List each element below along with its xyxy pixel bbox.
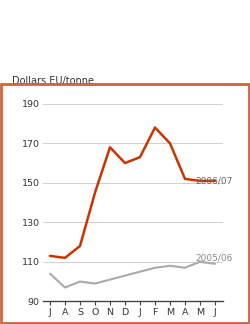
Text: Dollars EU/tonne: Dollars EU/tonne [12, 76, 94, 86]
Text: maïs: maïs [15, 43, 49, 56]
Text: 2006/07: 2006/07 [196, 176, 233, 185]
Text: (EU no.2 jaune, Golfe): (EU no.2 jaune, Golfe) [68, 43, 191, 53]
Text: Prix d'exportation du: Prix d'exportation du [88, 10, 225, 23]
Text: Figure 3.: Figure 3. [15, 10, 80, 23]
Text: 2005/06: 2005/06 [196, 253, 233, 262]
